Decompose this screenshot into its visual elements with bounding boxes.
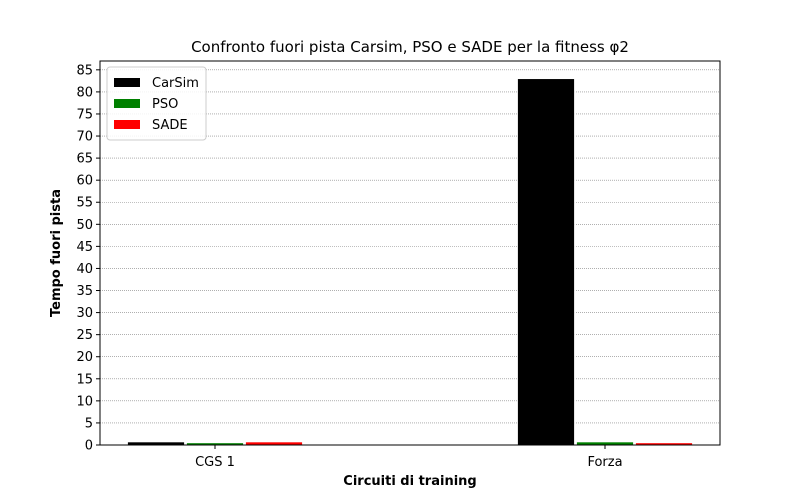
legend-label-sade: SADE bbox=[152, 118, 188, 133]
x-axis: CGS 1 Forza bbox=[195, 445, 623, 470]
plot-frame bbox=[99, 60, 721, 446]
legend-label-carsim: CarSim bbox=[152, 76, 199, 91]
y-tick-label: 80 bbox=[76, 85, 93, 100]
y-tick-label: 40 bbox=[76, 262, 93, 277]
y-tick-label: 15 bbox=[76, 372, 93, 387]
y-tick-label: 65 bbox=[76, 152, 93, 167]
y-tick-label: 30 bbox=[76, 306, 93, 321]
legend: CarSim PSO SADE bbox=[106, 66, 207, 141]
legend-swatch-pso bbox=[114, 99, 140, 108]
legend-label-pso: PSO bbox=[152, 97, 178, 112]
legend-swatch-carsim bbox=[114, 78, 140, 87]
x-tick-label: Forza bbox=[587, 455, 622, 470]
bars bbox=[127, 78, 693, 446]
y-axis-label: Tempo fuori pista bbox=[49, 189, 64, 317]
y-tick-label: 0 bbox=[85, 439, 93, 454]
y-tick-label: 45 bbox=[76, 240, 93, 255]
y-tick-label: 60 bbox=[76, 174, 93, 189]
y-tick-label: 75 bbox=[76, 107, 93, 122]
y-tick-label: 35 bbox=[76, 284, 93, 299]
legend-swatch-sade bbox=[114, 120, 140, 129]
y-axis: 0 5 10 15 20 25 30 35 40 45 50 55 60 65 70 75 80 85 bbox=[76, 63, 100, 454]
grid-lines bbox=[100, 69, 720, 446]
y-tick-label: 10 bbox=[76, 394, 93, 409]
bar-carsim-2 bbox=[517, 78, 575, 446]
y-tick-label: 20 bbox=[76, 350, 93, 365]
y-tick-label: 70 bbox=[76, 130, 93, 145]
y-tick-label: 5 bbox=[85, 416, 93, 431]
chart-title: Confronto fuori pista Carsim, PSO e SADE… bbox=[191, 38, 629, 56]
y-tick-label: 50 bbox=[76, 218, 93, 233]
x-tick-label: CGS 1 bbox=[195, 455, 235, 470]
x-axis-label: Circuiti di training bbox=[343, 474, 476, 489]
y-tick-label: 85 bbox=[76, 63, 93, 78]
y-tick-label: 25 bbox=[76, 328, 93, 343]
y-tick-label: 55 bbox=[76, 196, 93, 211]
